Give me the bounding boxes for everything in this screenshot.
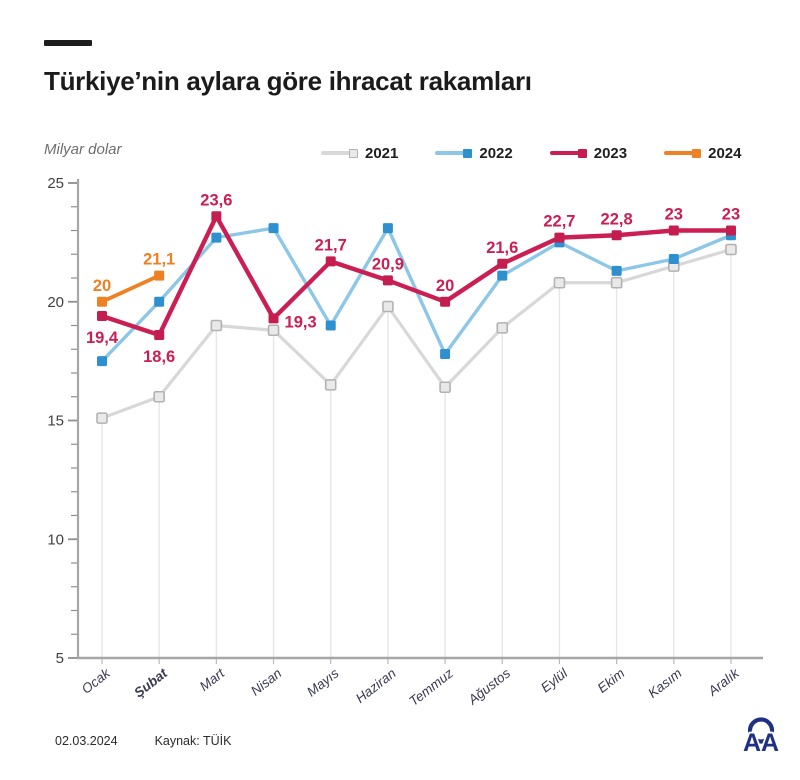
x-category-label: Temmuz [406,665,456,709]
data-point-2021-Ağustos [496,322,509,334]
data-label-2023-Nisan: 19,3 [285,313,317,331]
legend-label-2021: 2021 [365,144,399,162]
y-axis-unit-label: Milyar dolar [44,141,122,158]
data-point-2023-Mart [211,211,222,222]
source-label: Kaynak: TÜİK [154,734,232,748]
data-point-2021-Haziran [382,300,394,313]
data-point-2021-Temmuz [439,381,451,394]
data-point-2021-Ocak [96,412,108,424]
legend-marker-swatch-2024 [692,148,702,158]
data-point-2021-Nisan [267,324,280,337]
data-point-2023-Nisan [268,313,279,324]
series-line-2024 [100,273,162,304]
legend-item-2023: 2023 [549,144,628,162]
data-point-2023-Mayıs [325,256,336,267]
series-line-2023 [99,214,734,338]
x-category-label: Ocak [79,665,114,697]
data-point-2022-Nisan [268,223,279,234]
svg-text:AA: AA [743,729,779,757]
x-category-label: Ekim [595,666,628,696]
data-point-2023-Şubat [154,330,165,340]
legend-marker-swatch-2022 [463,148,473,158]
x-category-label: Ağustos [465,665,514,708]
data-label-2023-Eylül: 22,7 [543,213,575,231]
data-point-2024-Şubat [154,270,165,281]
legend-marker-swatch-2021 [349,148,358,158]
y-tick-label: 5 [56,650,64,667]
legend-line-swatch-2024 [664,151,695,155]
page-title: Türkiye’nin aylara göre ihracat rakamlar… [44,66,532,96]
aa-logo-icon: AA [741,717,781,759]
data-point-2023-Eylül [554,232,565,243]
data-label-2023-Kasım: 23 [665,206,683,224]
x-category-label: Mayıs [304,665,342,699]
x-category-label: Kasım [645,666,684,701]
y-tick-label: 20 [47,294,64,311]
data-point-2023-Aralık [725,225,736,236]
x-category-label: Haziran [353,666,399,706]
accent-dash [44,40,92,46]
data-label-2023-Ekim: 22,8 [601,210,633,228]
x-category-label: Aralık [705,665,743,699]
data-point-2022-Şubat [154,296,165,307]
data-point-2021-Mayıs [324,379,337,391]
data-label-2024-Ocak: 20 [93,277,111,295]
legend-item-2024: 2024 [664,144,742,162]
legend-item-2022: 2022 [435,144,513,162]
footer: 02.03.2024 Kaynak: TÜİK [55,734,231,748]
x-category-label: Mart [197,665,228,694]
data-point-2023-Ocak [97,311,107,321]
date-label: 02.03.2024 [55,734,118,748]
series-line-2021 [100,247,733,420]
data-point-2022-Mayıs [325,320,336,331]
data-point-2022-Mart [211,232,222,243]
data-label-2023-Aralık: 23 [722,206,740,224]
x-category-label: Şubat [131,665,170,700]
y-tick-label: 10 [47,531,64,548]
data-point-2023-Ağustos [497,258,508,269]
data-label-2023-Temmuz: 20 [436,277,454,295]
data-point-2022-Ağustos [497,270,508,281]
data-label-2023-Haziran: 20,9 [372,255,404,273]
legend-label-2024: 2024 [708,144,742,162]
x-category-label: Eylül [538,665,571,695]
data-label-2023-Mayıs: 21,7 [315,236,347,254]
series-line-2022 [100,226,733,363]
x-category-label: Nisan [248,666,284,699]
data-point-2023-Temmuz [440,296,451,307]
legend-line-swatch-2023 [549,151,580,155]
data-point-2021-Şubat [153,390,165,403]
data-point-2022-Ocak [97,356,107,367]
y-tick-label: 25 [47,175,64,192]
legend-marker-swatch-2023 [577,148,587,158]
data-point-2021-Eylül [553,276,566,289]
data-label-2024-Şubat: 21,1 [143,251,175,269]
data-point-2023-Haziran [382,275,393,286]
data-point-2022-Kasım [668,254,679,264]
y-tick-label: 15 [47,413,64,430]
legend-label-2022: 2022 [479,144,513,162]
data-point-2021-Aralık [725,243,737,256]
chart-legend: 2021 2022 2023 2024 [321,144,742,162]
legend-label-2023: 2023 [593,144,628,162]
data-label-2023-Şubat: 18,6 [143,348,175,366]
data-point-2023-Kasım [668,225,679,236]
legend-item-2021: 2021 [321,145,398,162]
data-label-2023-Mart: 23,6 [200,191,232,209]
data-point-2022-Temmuz [440,349,451,359]
legend-line-swatch-2022 [435,151,466,155]
data-point-2024-Ocak [97,296,107,307]
data-point-2022-Ekim [611,265,622,276]
data-point-2021-Mart [210,319,223,332]
data-point-2023-Ekim [611,230,622,241]
data-point-2022-Haziran [382,223,393,234]
data-label-2023-Ağustos: 21,6 [486,239,518,257]
legend-line-swatch-2021 [321,151,351,155]
data-point-2021-Ekim [610,276,623,289]
data-label-2023-Ocak: 19,4 [86,329,119,347]
